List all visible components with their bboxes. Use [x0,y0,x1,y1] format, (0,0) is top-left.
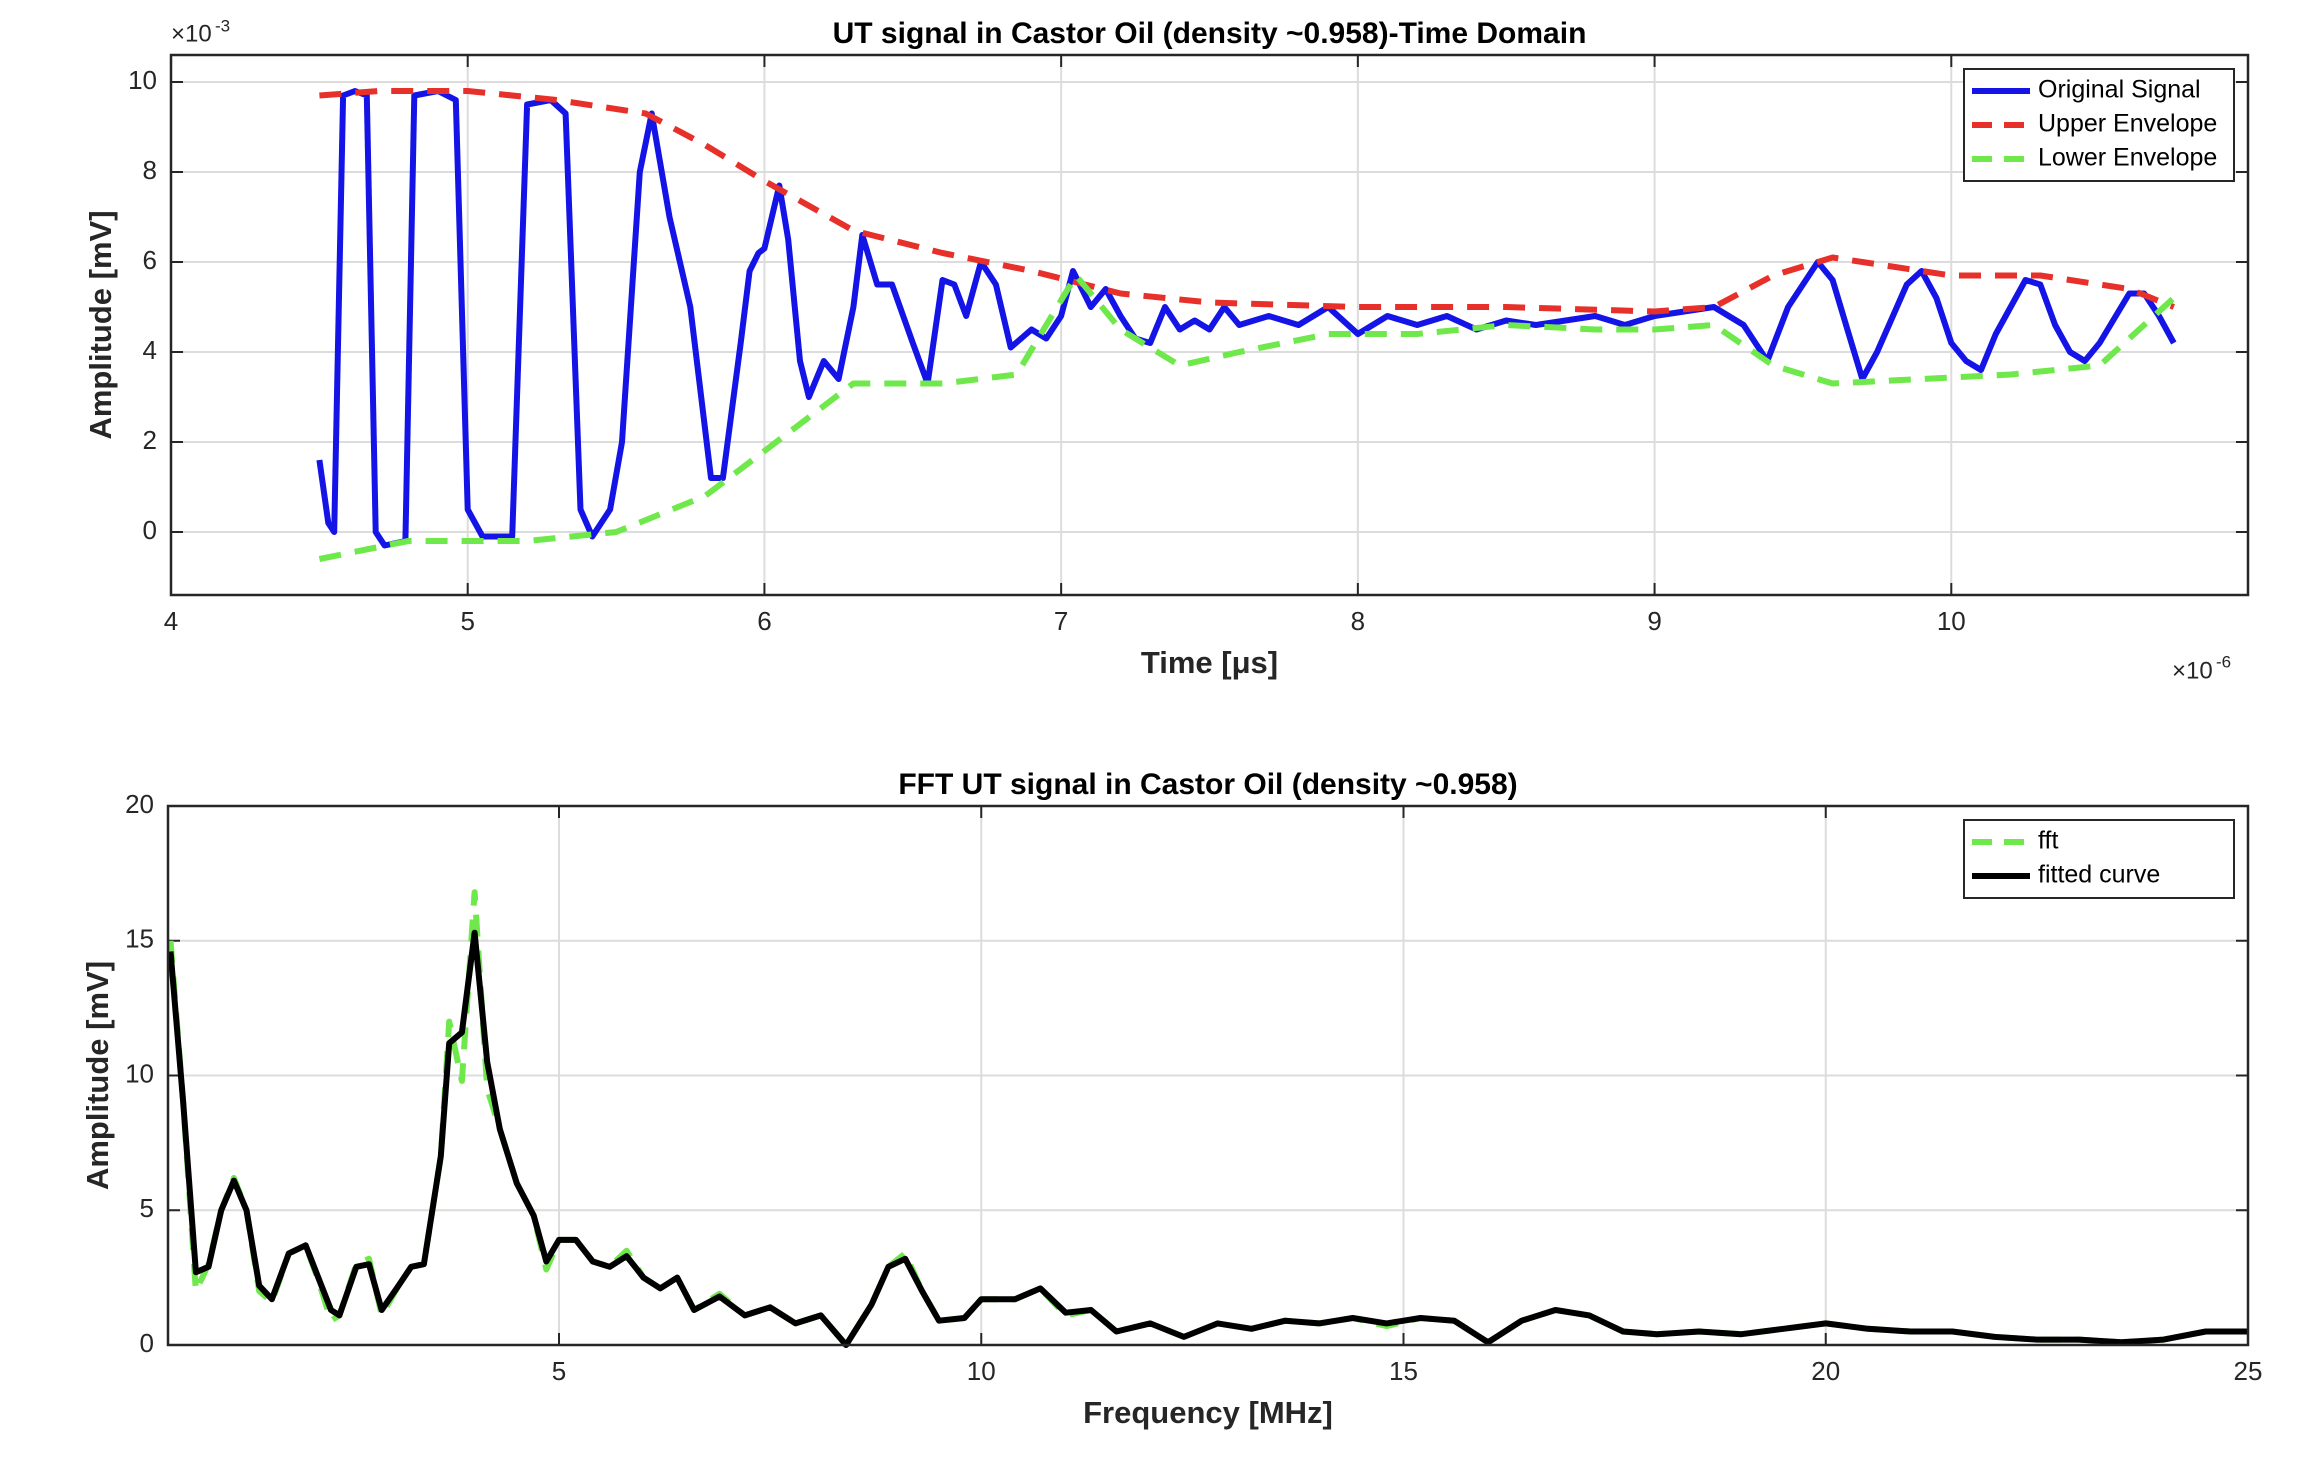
y-tick-label: 10 [128,65,157,95]
y-tick-label: 4 [143,335,157,365]
x-tick-label: 20 [1811,1356,1840,1386]
x-tick-label: 8 [1351,606,1365,636]
legend-label: Upper Envelope [2038,110,2217,138]
x-tick-label: 5 [460,606,474,636]
y-multiplier: ×10 [171,20,212,47]
y-tick-label: 6 [143,245,157,275]
x-tick-label: 10 [967,1356,996,1386]
series-line [167,929,2248,1348]
x-tick-label: 10 [1937,606,1966,636]
x-axis-label: Frequency [MHz] [1083,1395,1333,1430]
y-axis-label: Amplitude [mV] [83,210,118,439]
legend-label: fft [2038,827,2058,855]
series-line [318,272,2176,562]
x-tick-label: 6 [757,606,771,636]
y-multiplier-exponent: -3 [215,16,230,35]
y-tick-label: 0 [143,515,157,545]
y-tick-label: 15 [125,924,154,954]
axes-box [166,804,2250,1347]
axes-box [169,53,2250,597]
x-tick-label: 7 [1054,606,1068,636]
chart-title: UT signal in Castor Oil (density ~0.958)… [833,17,1587,50]
series-line [319,88,2175,315]
x-tick-label: 5 [552,1356,566,1386]
x-tick-label: 15 [1389,1356,1418,1386]
y-tick-label: 20 [125,789,154,819]
x-axis-label: Time [μs] [1141,645,1278,680]
y-tick-label: 10 [125,1058,154,1088]
chart: 4 5 6 7 8 9 10 0 2 4 6 8 10 UT signal in Castor Oil (… [83,16,2250,684]
legend-label: Original Signal [2038,76,2201,104]
legend-label: fitted curve [2038,861,2160,889]
x-tick-label: 9 [1647,606,1661,636]
y-tick-label: 0 [140,1328,154,1358]
legend-label: Lower Envelope [2038,144,2217,172]
y-tick-label: 5 [140,1193,154,1223]
chart: 5 10 15 20 25 0 5 10 15 20 FFT UT signal in Castor… [80,768,2262,1430]
y-axis-label: Amplitude [mV] [80,961,115,1190]
y-tick-label: 2 [143,425,157,455]
y-tick-label: 8 [143,155,157,185]
x-tick-label: 25 [2234,1356,2263,1386]
x-tick-label: 4 [164,606,178,636]
x-multiplier-exponent: -6 [2216,652,2231,671]
x-multiplier: ×10 [2172,657,2213,684]
chart-title: FFT UT signal in Castor Oil (density ~0.… [898,768,1517,801]
legend-box [1963,819,2235,899]
